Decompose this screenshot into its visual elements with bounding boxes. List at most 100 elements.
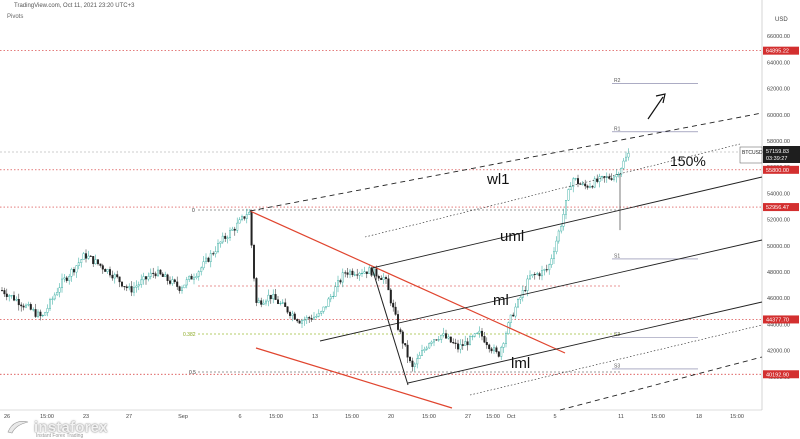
price-level-label: 44377.70 — [766, 317, 789, 323]
candle-body — [512, 314, 515, 317]
candle-body — [159, 269, 162, 275]
candle-body — [337, 280, 340, 287]
x-tick-label: Oct — [507, 414, 516, 420]
candle-body — [197, 271, 200, 277]
candle-body — [289, 311, 292, 316]
candle-body — [368, 267, 371, 274]
candle-body — [574, 178, 577, 180]
y-tick-label: 58000.00 — [767, 139, 790, 145]
candle-body — [5, 293, 8, 297]
candle-body — [94, 259, 97, 265]
candle-body — [562, 214, 565, 227]
x-tick-label: 15:00 — [486, 414, 500, 420]
candle-body — [596, 178, 599, 182]
candle-body — [557, 230, 560, 242]
candle-body — [320, 311, 323, 314]
instaforex-logo-icon — [7, 421, 29, 434]
candle-body — [586, 185, 589, 188]
logo-name: instaforex — [34, 418, 108, 436]
candle-body — [233, 228, 236, 231]
candle-body — [250, 211, 253, 246]
candle-body — [329, 296, 332, 300]
candle-body — [389, 289, 392, 304]
candle-body — [569, 186, 572, 190]
x-tick-label: 15:00 — [269, 414, 283, 420]
x-tick-label: 26 — [4, 414, 10, 420]
candle-body — [478, 330, 481, 334]
candle-body — [152, 272, 155, 274]
x-tick-label: 13 — [312, 414, 318, 420]
candle-body — [509, 314, 512, 323]
candle-body — [440, 334, 443, 340]
candle-body — [526, 278, 529, 291]
median-line — [319, 239, 763, 342]
candle-body — [425, 347, 428, 350]
y-tick-label: 54000.00 — [767, 191, 790, 197]
candle-body — [341, 272, 344, 283]
candle-body — [409, 357, 412, 362]
candle-body — [29, 304, 32, 310]
candle-body — [344, 272, 347, 274]
candle-body — [161, 273, 164, 277]
pivot-level-label: S1 — [614, 253, 620, 259]
candle-body — [325, 306, 328, 308]
currency-label: USD — [775, 17, 788, 23]
candle-body — [483, 336, 486, 343]
candle-body — [392, 302, 395, 308]
candle-body — [308, 317, 311, 319]
candle-body — [577, 178, 580, 185]
candle-body — [473, 333, 476, 337]
candle-body — [214, 251, 217, 255]
candle-body — [375, 268, 378, 277]
candle-body — [128, 286, 131, 289]
candle-body — [1, 290, 4, 292]
x-tick-label: 5 — [553, 414, 556, 420]
candle-body — [166, 274, 169, 281]
candle-body — [116, 274, 119, 278]
candle-body — [332, 296, 335, 298]
candle-body — [598, 176, 601, 182]
candle-body — [216, 243, 219, 252]
candle-body — [70, 269, 73, 277]
x-tick-label: 15:00 — [651, 414, 665, 420]
x-tick-label: Sep — [178, 414, 188, 420]
candle-body — [461, 344, 464, 346]
candle-body — [416, 358, 419, 365]
candle-body — [521, 290, 524, 298]
candle-body — [92, 256, 95, 265]
candle-body — [20, 304, 23, 307]
wedge-lower-line — [255, 347, 453, 409]
candle-body — [61, 278, 64, 288]
y-tick-label: 50000.00 — [767, 244, 790, 250]
candle-body — [490, 348, 493, 352]
candle-body — [96, 259, 99, 265]
candle-body — [252, 245, 255, 279]
candle-body — [58, 287, 61, 293]
candle-body — [449, 336, 452, 343]
candle-body — [212, 253, 215, 255]
candle-body — [428, 343, 431, 349]
price-level-tag — [763, 203, 799, 212]
candle-body — [524, 290, 527, 292]
fib-label-0: 0 — [192, 208, 195, 214]
candle-body — [120, 281, 123, 287]
x-tick-label: 27 — [465, 414, 471, 420]
candle-body — [476, 332, 479, 334]
countdown-text: 03:39:27 — [766, 156, 787, 162]
y-tick-label: 60000.00 — [767, 113, 790, 119]
candle-body — [322, 306, 325, 312]
candle-body — [68, 276, 71, 281]
candle-body — [608, 176, 611, 179]
candle-body — [99, 263, 102, 266]
logo-tagline: Instant Forex Trading — [36, 433, 84, 439]
candle-body — [617, 174, 620, 176]
candle-body — [380, 278, 383, 280]
candle-body — [72, 269, 75, 273]
warning-line-lower — [559, 356, 763, 411]
candle-body — [51, 298, 54, 300]
candle-body — [65, 277, 68, 281]
candle-body — [89, 255, 92, 257]
candle-body — [27, 304, 30, 306]
y-tick-label: 42000.00 — [767, 349, 790, 355]
